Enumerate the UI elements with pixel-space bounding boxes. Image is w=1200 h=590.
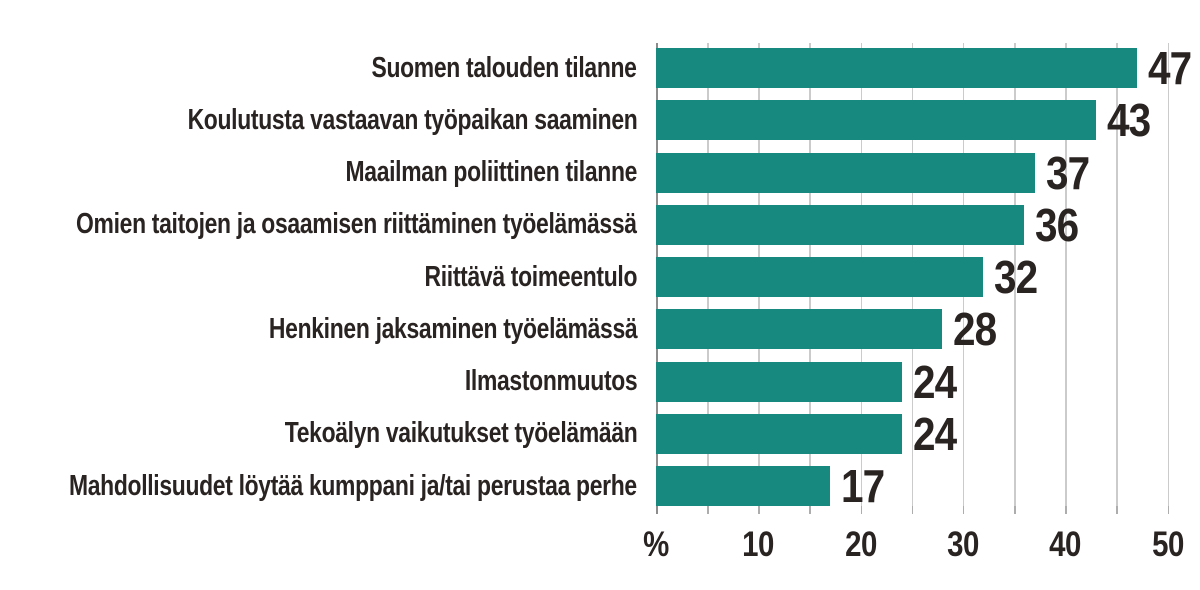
x-axis-tick-label: 40 <box>1049 525 1082 564</box>
tick-mark <box>1167 506 1169 514</box>
bar-row: Omien taitojen ja osaamisen riittäminen … <box>0 199 1200 251</box>
bar <box>656 204 1025 245</box>
tick-mark <box>1014 506 1016 514</box>
bar-row: Tekoälyn vaikutukset työelämään 24 <box>0 408 1200 460</box>
tick-mark <box>860 506 863 514</box>
bar <box>656 152 1035 193</box>
bar <box>656 413 902 454</box>
value-label: 24 <box>912 355 957 408</box>
bar <box>656 48 1137 88</box>
gridline <box>1167 43 1169 506</box>
category-label: Tekoälyn vaikutukset työelämään <box>284 417 637 450</box>
tick-mark <box>962 506 965 514</box>
bar-row: Mahdollisuudet löytää kumppani ja/tai pe… <box>0 460 1200 512</box>
bar-rows: Suomen talouden tilanne 47 Koulutusta va… <box>0 42 1200 512</box>
gridline <box>1014 43 1016 506</box>
tick-mark <box>911 506 914 514</box>
value-label: 43 <box>1106 94 1151 147</box>
tick-mark <box>656 506 658 514</box>
gridline <box>1065 43 1067 506</box>
category-label: Suomen talouden tilanne <box>371 51 637 84</box>
bar <box>656 466 830 506</box>
value-label: 47 <box>1147 42 1192 94</box>
bar <box>656 309 943 350</box>
category-label: Henkinen jaksaminen työelämässä <box>268 312 638 345</box>
bar-row: Ilmastonmuutos 24 <box>0 356 1200 408</box>
category-label: Maailman poliittinen tilanne <box>345 156 637 189</box>
value-label: 32 <box>994 251 1038 303</box>
tick-mark <box>809 506 811 514</box>
bar-row: Koulutusta vastaavan työpaikan saaminen … <box>0 94 1200 146</box>
x-axis: % 10 20 30 40 50 <box>0 527 1200 567</box>
tick-mark <box>1116 506 1118 514</box>
bar-row: Riittävä toimeentulo 32 <box>0 251 1200 303</box>
category-label: Mahdollisuudet löytää kumppani ja/tai pe… <box>69 469 637 502</box>
bar <box>656 361 902 402</box>
value-label: 17 <box>840 460 885 512</box>
value-label: 28 <box>953 303 997 356</box>
tick-mark <box>758 506 760 514</box>
tick-mark <box>707 506 709 514</box>
category-label: Ilmastonmuutos <box>464 365 637 398</box>
x-axis-tick-label: 50 <box>1151 525 1184 564</box>
value-label: 24 <box>912 407 957 460</box>
category-label: Omien taitojen ja osaamisen riittäminen … <box>76 208 637 241</box>
category-label: Koulutusta vastaavan työpaikan saaminen <box>187 103 637 136</box>
bar-row: Suomen talouden tilanne 47 <box>0 42 1200 94</box>
x-axis-tick-label: 10 <box>742 525 775 564</box>
bar <box>656 100 1096 141</box>
x-axis-percent-label: % <box>643 525 669 564</box>
bar <box>656 257 984 297</box>
tick-mark <box>1065 506 1067 514</box>
value-label: 37 <box>1045 146 1090 199</box>
x-axis-tick-label: 30 <box>946 525 979 564</box>
value-label: 36 <box>1035 198 1079 251</box>
x-axis-tick-label: 20 <box>844 525 877 564</box>
bar-row: Maailman poliittinen tilanne 37 <box>0 147 1200 199</box>
category-label: Riittävä toimeentulo <box>424 260 637 293</box>
bar-row: Henkinen jaksaminen työelämässä 28 <box>0 303 1200 355</box>
gridline <box>1116 43 1118 506</box>
